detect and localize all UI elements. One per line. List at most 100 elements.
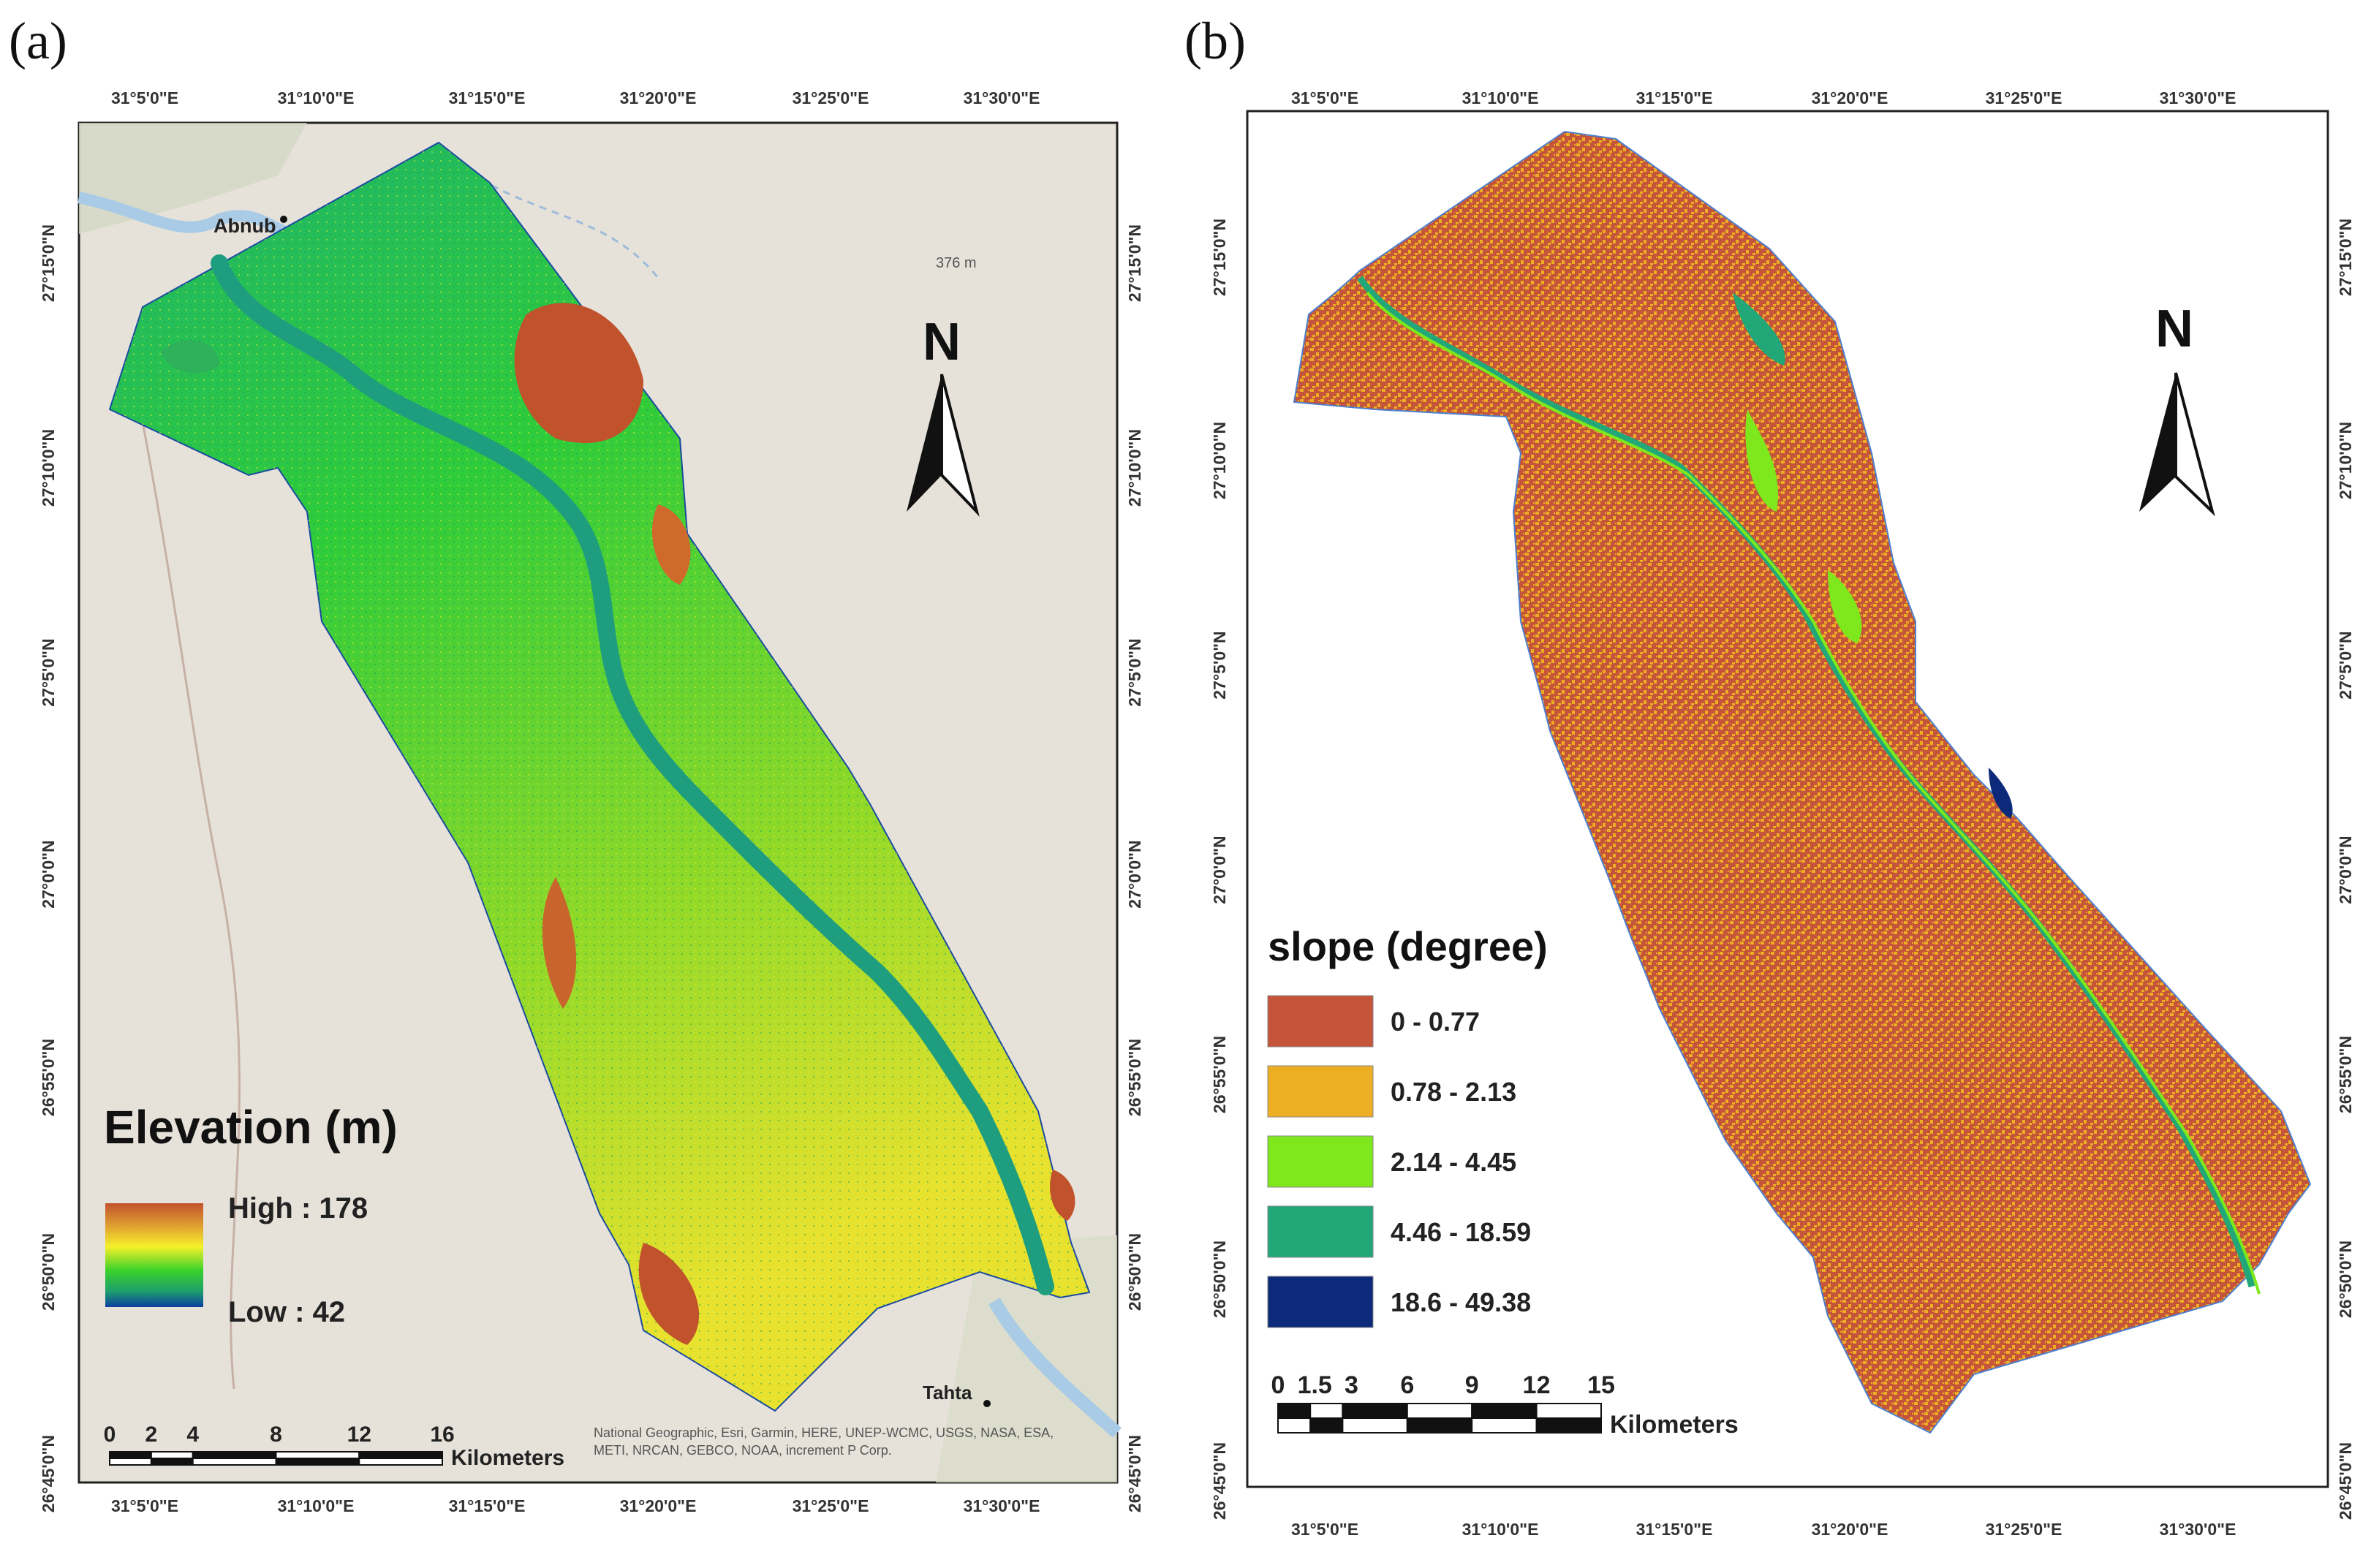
latitude-label-left: 26°55'0"N (1210, 1036, 1229, 1113)
slope-legend-swatch (1267, 1135, 1374, 1188)
slope-raster (1293, 130, 2312, 1434)
scale-bar-segment (109, 1451, 152, 1459)
scale-bar-segment (1535, 1417, 1603, 1433)
high-elevation-patch-3 (542, 877, 577, 1009)
panel-a-graticule-labels: 31°5'0"E 31°5'0"E 31°10'0"E 31°10'0"E 31°15'… (39, 88, 1144, 1515)
longitude-label-bottom: 31°5'0"E (1291, 1520, 1358, 1539)
latitude-label-right: 27°0'0"N (2336, 836, 2355, 904)
latitude-label-left: 26°55'0"N (39, 1039, 58, 1116)
scale-bar-unit: Kilometers (451, 1446, 564, 1470)
slope-legend-label: 2.14 - 4.45 (1391, 1147, 1516, 1177)
slope-legend: 0 - 0.77 0.78 - 2.13 2.14 - 4.45 4.46 - 18.… (1267, 995, 1531, 1328)
longitude-label-top: 31°25'0"E (793, 88, 869, 107)
longitude-label-bottom: 31°20'0"E (620, 1496, 697, 1515)
longitude-label-top: 31°15'0"E (449, 88, 526, 107)
scale-bar-segment (1471, 1417, 1538, 1433)
scale-bar-segment (1277, 1417, 1312, 1433)
longitude-label-bottom: 31°10'0"E (1462, 1520, 1539, 1539)
longitude-label-bottom: 31°25'0"E (793, 1496, 869, 1515)
longitude-label-top: 31°10'0"E (1462, 88, 1539, 107)
place-marker-tahta (983, 1400, 991, 1407)
longitude-label-bottom: 31°15'0"E (1636, 1520, 1713, 1539)
panel-a-north-arrow-icon (907, 374, 980, 517)
scale-bar-segment (1406, 1403, 1473, 1419)
longitude-label-top: 31°10'0"E (278, 88, 355, 107)
slope-legend-title: slope (degree) (1268, 923, 1548, 969)
latitude-label-left: 27°15'0"N (39, 224, 58, 302)
longitude-label-top: 31°20'0"E (620, 88, 697, 107)
elevation-raster-texture (110, 143, 1089, 1411)
slope-patch-3 (1828, 570, 1862, 643)
longitude-label-bottom: 31°20'0"E (1812, 1520, 1888, 1539)
place-label-peak: 376 m (936, 255, 977, 271)
longitude-label-bottom: 31°25'0"E (1986, 1520, 2062, 1539)
basemap-attribution-line-2: METI, NRCAN, GEBCO, NOAA, increment P Co… (594, 1443, 892, 1458)
latitude-label-right: 26°50'0"N (1125, 1233, 1144, 1311)
panel-b-north-arrow-icon (2139, 372, 2215, 517)
high-elevation-patch-4 (638, 1243, 700, 1345)
latitude-label-left: 26°50'0"N (39, 1233, 58, 1311)
longitude-label-bottom: 31°5'0"E (111, 1496, 178, 1515)
longitude-label-top: 31°30'0"E (964, 88, 1040, 107)
scale-bar-segment (1406, 1417, 1473, 1433)
place-label-tahta: Tahta (923, 1382, 972, 1404)
longitude-label-top: 31°5'0"E (111, 88, 178, 107)
elevation-legend-ramp (105, 1203, 203, 1307)
latitude-label-right: 27°0'0"N (1125, 840, 1144, 908)
scale-bar-label: 16 (430, 1423, 454, 1447)
longitude-label-bottom: 31°30'0"E (964, 1496, 1040, 1515)
high-elevation-patch-2 (651, 504, 691, 585)
longitude-label-bottom: 31°15'0"E (449, 1496, 526, 1515)
panel-a-basemap-road (130, 365, 241, 1390)
panel-b-letter: (b) (1184, 12, 1246, 70)
latitude-label-right: 27°5'0"N (2336, 631, 2355, 699)
latitude-label-left: 26°50'0"N (1210, 1241, 1229, 1318)
longitude-label-top: 31°25'0"E (1986, 88, 2062, 107)
latitude-label-left: 27°10'0"N (1210, 422, 1229, 499)
panel-a: (a) Abnub 376 m Tahta N (9, 12, 1144, 1515)
latitude-label-left: 27°5'0"N (39, 638, 58, 706)
scale-bar-label: 12 (1523, 1371, 1551, 1399)
nile-river (211, 254, 1054, 1295)
scale-bar-label: 1.5 (1298, 1371, 1332, 1399)
scale-bar-label: 2 (145, 1423, 158, 1447)
latitude-label-left: 27°5'0"N (1210, 631, 1229, 699)
panel-a-letter: (a) (9, 12, 67, 70)
scale-bar-segment (1309, 1417, 1344, 1433)
scale-bar-segment (275, 1451, 360, 1459)
panel-b-graticule-labels: 31°5'0"E 31°5'0"E 31°10'0"E 31°10'0"E 31°15'… (1210, 88, 2355, 1539)
slope-legend-label: 0.78 - 2.13 (1391, 1077, 1516, 1107)
elevation-legend-title: Elevation (m) (104, 1101, 398, 1154)
scale-bar-segment (150, 1451, 194, 1459)
slope-river-channel (1357, 276, 2255, 1288)
scale-bar-segment (192, 1458, 277, 1466)
scale-bar-segment (192, 1451, 277, 1459)
elevation-legend-high: High : 178 (228, 1192, 368, 1224)
longitude-label-top: 31°30'0"E (2160, 88, 2236, 107)
low-elevation-patch (161, 340, 219, 374)
scale-bar-segment (1342, 1403, 1408, 1419)
slope-legend-swatch (1267, 995, 1374, 1048)
scale-bar-label: 6 (1400, 1371, 1414, 1399)
panel-b: (b) N slope (degree) 0 - 0.77 0.78 - 2.13… (1184, 12, 2355, 1539)
scale-bar-segment (358, 1451, 443, 1459)
longitude-label-bottom: 31°10'0"E (278, 1496, 355, 1515)
panel-a-basemap-green-area (79, 123, 307, 234)
slope-legend-label: 0 - 0.77 (1391, 1007, 1480, 1037)
scale-bar-segment (1471, 1403, 1538, 1419)
scale-bar-segment (358, 1458, 443, 1466)
slope-legend-swatch (1267, 1065, 1374, 1118)
panel-a-north-label: N (923, 313, 961, 371)
high-elevation-patch-5 (1050, 1170, 1075, 1221)
slope-legend-swatch (1267, 1205, 1374, 1258)
slope-patch-2 (1745, 409, 1778, 512)
latitude-label-right: 26°55'0"N (1125, 1039, 1144, 1116)
slope-legend-label: 4.46 - 18.59 (1391, 1217, 1531, 1247)
longitude-label-top: 31°5'0"E (1291, 88, 1358, 107)
scale-bar-label: 3 (1345, 1371, 1358, 1399)
latitude-label-right: 26°45'0"N (1125, 1435, 1144, 1512)
slope-patch-1 (1733, 292, 1785, 366)
latitude-label-left: 26°45'0"N (1210, 1442, 1229, 1520)
latitude-label-right: 27°5'0"N (1125, 638, 1144, 706)
